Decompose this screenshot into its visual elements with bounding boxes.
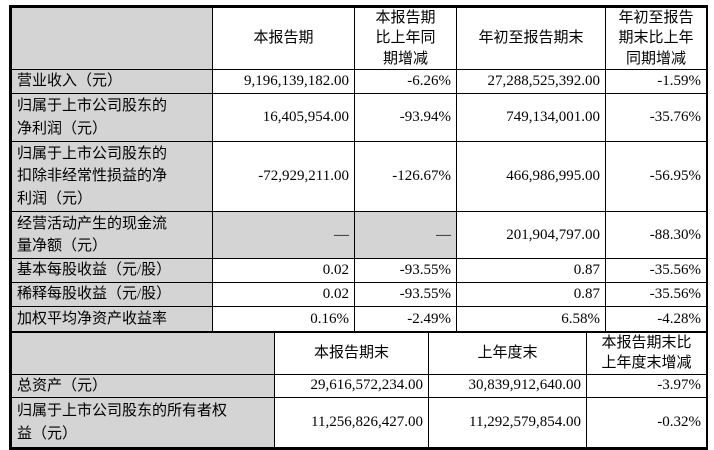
value-cell: 0.87 xyxy=(456,258,606,283)
header-period-yoy-change: 本报告期 比上年同 期增减 xyxy=(354,7,457,70)
value-cell: -93.55% xyxy=(354,282,457,307)
table-row-weighted-avg-roe: 加权平均净资产收益率 0.16% -2.49% 6.58% -4.28% xyxy=(11,306,707,332)
row-label: 加权平均净资产收益率 xyxy=(11,306,213,332)
value-cell: -126.67% xyxy=(354,141,457,212)
balance-table: 本报告期末 上年度末 本报告期末比 上年度末增减 总资产（元） 29,616,5… xyxy=(11,332,707,448)
value-cell: -0.32% xyxy=(586,397,707,448)
value-cell: -88.30% xyxy=(605,211,707,259)
header-ytd-yoy-change: 年初至报告 期末比上年 同期增减 xyxy=(605,7,707,70)
value-cell: 11,292,579,854.00 xyxy=(428,397,587,448)
row-label: 营业收入（元） xyxy=(11,69,213,94)
quarterly-results-header-row: 本报告期 本报告期 比上年同 期增减 年初至报告期末 年初至报告 期末比上年 同… xyxy=(11,7,707,70)
row-label: 归属于上市公司股东的所有者权 益（元） xyxy=(11,397,275,448)
table-row-basic-eps: 基本每股收益（元/股） 0.02 -93.55% 0.87 -35.56% xyxy=(11,258,707,283)
value-cell: 29,616,572,234.00 xyxy=(274,373,429,398)
value-cell: 16,405,954.00 xyxy=(212,93,355,142)
value-cell: 9,196,139,182.00 xyxy=(212,69,355,94)
value-cell: 201,904,797.00 xyxy=(456,211,606,259)
value-cell: -35.56% xyxy=(605,258,707,283)
table-row-net-profit-excl-nonrecurring: 归属于上市公司股东的 扣除非经常性损益的净 利润（元） -72,929,211.… xyxy=(11,141,707,212)
table-row-diluted-eps: 稀释每股收益（元/股） 0.02 -93.55% 0.87 -35.56% xyxy=(11,282,707,307)
table-row-owners-equity: 归属于上市公司股东的所有者权 益（元） 11,256,826,427.00 11… xyxy=(11,397,707,448)
value-cell: 0.02 xyxy=(212,282,355,307)
value-cell: 30,839,912,640.00 xyxy=(428,373,587,398)
value-cell: -93.55% xyxy=(354,258,457,283)
header-change-vs-last-year-end: 本报告期末比 上年度末增减 xyxy=(586,332,707,375)
value-cell: — xyxy=(212,211,355,259)
value-cell: -4.28% xyxy=(605,306,707,332)
value-cell: -93.94% xyxy=(354,93,457,142)
corner-cell xyxy=(11,332,275,375)
value-cell: 466,986,995.00 xyxy=(456,141,606,212)
value-cell: -1.59% xyxy=(605,69,707,94)
row-label: 经营活动产生的现金流 量净额（元） xyxy=(11,211,213,259)
header-end-of-last-year: 上年度末 xyxy=(428,332,587,375)
header-year-to-date: 年初至报告期末 xyxy=(456,7,606,70)
row-label: 总资产（元） xyxy=(11,373,275,398)
table-row-total-assets: 总资产（元） 29,616,572,234.00 30,839,912,640.… xyxy=(11,373,707,398)
header-current-period: 本报告期 xyxy=(212,7,355,70)
value-cell: -35.56% xyxy=(605,282,707,307)
value-cell: 27,288,525,392.00 xyxy=(456,69,606,94)
value-cell: — xyxy=(354,211,457,259)
row-label: 归属于上市公司股东的 扣除非经常性损益的净 利润（元） xyxy=(11,141,213,212)
value-cell: -56.95% xyxy=(605,141,707,212)
value-cell: -72,929,211.00 xyxy=(212,141,355,212)
value-cell: 11,256,826,427.00 xyxy=(274,397,429,448)
value-cell: 0.16% xyxy=(212,306,355,332)
header-end-of-period: 本报告期末 xyxy=(274,332,429,375)
corner-cell xyxy=(11,7,213,70)
value-cell: 0.02 xyxy=(212,258,355,283)
table-row-net-profit: 归属于上市公司股东的 净利润（元） 16,405,954.00 -93.94% … xyxy=(11,93,707,142)
value-cell: -6.26% xyxy=(354,69,457,94)
balance-header-row: 本报告期末 上年度末 本报告期末比 上年度末增减 xyxy=(11,332,707,375)
financial-report-table: 本报告期 本报告期 比上年同 期增减 年初至报告期末 年初至报告 期末比上年 同… xyxy=(9,5,708,450)
quarterly-results-table: 本报告期 本报告期 比上年同 期增减 年初至报告期末 年初至报告 期末比上年 同… xyxy=(11,7,707,332)
value-cell: -2.49% xyxy=(354,306,457,332)
value-cell: 0.87 xyxy=(456,282,606,307)
row-label: 稀释每股收益（元/股） xyxy=(11,282,213,307)
table-row-operating-cash-flow: 经营活动产生的现金流 量净额（元） — — 201,904,797.00 -88… xyxy=(11,211,707,259)
row-label: 归属于上市公司股东的 净利润（元） xyxy=(11,93,213,142)
row-label: 基本每股收益（元/股） xyxy=(11,258,213,283)
table-row-operating-revenue: 营业收入（元） 9,196,139,182.00 -6.26% 27,288,5… xyxy=(11,69,707,94)
value-cell: -3.97% xyxy=(586,373,707,398)
value-cell: 749,134,001.00 xyxy=(456,93,606,142)
value-cell: -35.76% xyxy=(605,93,707,142)
value-cell: 6.58% xyxy=(456,306,606,332)
